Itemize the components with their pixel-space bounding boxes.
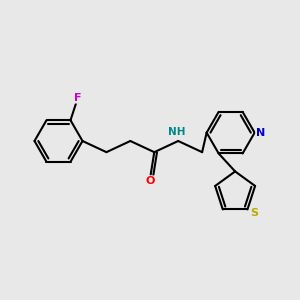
Text: S: S [250, 208, 258, 218]
Text: O: O [146, 176, 155, 186]
Text: NH: NH [168, 127, 185, 137]
Text: F: F [74, 93, 81, 103]
Text: N: N [256, 128, 265, 138]
